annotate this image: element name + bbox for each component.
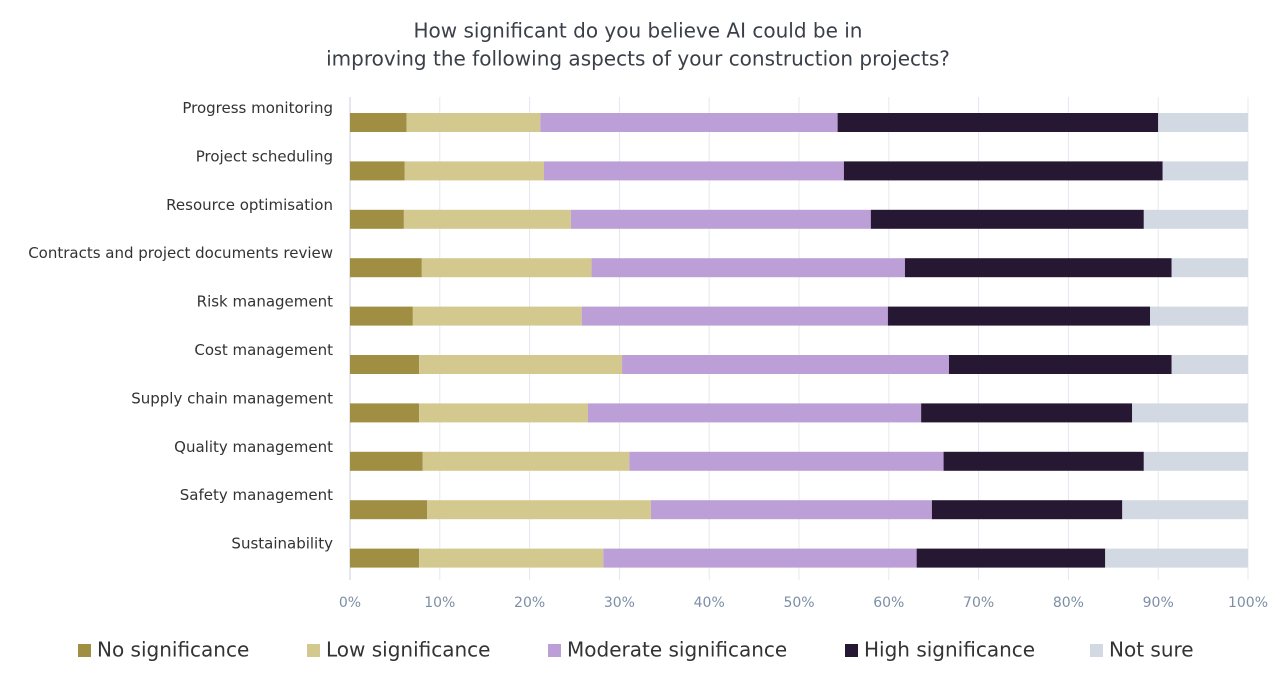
bar-segment [1122,500,1248,520]
bar-segment [406,113,541,132]
bar-segment [412,306,582,326]
bar-segment [350,258,422,278]
x-tick-label: 60% [873,595,904,611]
category-label: Cost management [194,341,333,359]
bar-segment [350,403,420,423]
bar-segment [887,306,1151,326]
category-label: Risk management [197,293,333,311]
legend-swatch [548,644,561,657]
legend-label: Not sure [1109,638,1194,662]
bar-segment [1143,451,1248,471]
bar-segment [843,161,1163,181]
x-tick-label: 80% [1053,595,1084,611]
bar-segment [921,403,1133,423]
bar-segment [587,403,922,423]
category-label: Progress monitoring [182,99,333,117]
bar-segment [350,500,428,520]
x-tick-label: 90% [1143,595,1174,611]
bar-segment [943,451,1144,471]
bar-segment [350,548,420,568]
bar-segment [629,451,944,471]
category-label: Sustainability [231,535,333,553]
legend-swatch [1090,644,1103,657]
bar-segment [543,161,844,181]
bar-segment [650,500,932,520]
bar-segment [1132,403,1248,423]
bar-segment [350,306,413,326]
x-tick-label: 0% [339,595,361,611]
x-tick-label: 10% [424,595,455,611]
x-tick-label: 20% [514,595,545,611]
bar-segment [422,451,630,471]
bar-segment [419,355,623,374]
bar-segment [404,161,544,181]
bar-segment [350,161,405,181]
x-tick-label: 30% [604,595,635,611]
bar-segment [350,209,404,229]
chart-title: How significant do you believe AI could … [414,19,863,43]
category-label: Contracts and project documents review [28,244,333,262]
bar-segment [870,209,1144,229]
legend-label: No significance [97,638,249,662]
bar-segment [931,500,1123,520]
legend-swatch [845,644,858,657]
bar-segment [904,258,1172,278]
bar-segment [540,113,838,132]
bar-segment [421,258,592,278]
category-label: Resource optimisation [166,196,333,214]
bar-segment [1171,258,1248,278]
bar-segment [350,113,407,132]
bar-segment [350,355,420,374]
bar-segment [591,258,905,278]
bar-segment [1158,113,1248,132]
x-tick-label: 100% [1228,595,1268,611]
bar-segment [419,403,588,423]
legend-swatch [307,644,320,657]
bar-segment [1105,548,1248,568]
bar-segment [427,500,651,520]
legend-label: Moderate significance [567,638,787,662]
bar-segment [581,306,888,326]
bar-segment [1171,355,1248,374]
bar-segment [948,355,1172,374]
category-label: Safety management [180,486,333,504]
bar-segment [570,209,871,229]
legend-swatch [78,644,91,657]
legend-label: Low significance [326,638,490,662]
bar-segment [1162,161,1248,181]
x-tick-label: 40% [694,595,725,611]
bar-segment [916,548,1106,568]
bar-segment [622,355,949,374]
bar-segment [403,209,571,229]
bar-segment [419,548,604,568]
category-label: Quality management [174,438,333,456]
bar-segment [1150,306,1248,326]
category-label: Project scheduling [196,147,333,165]
bar-segment [350,451,423,471]
x-tick-label: 70% [963,595,994,611]
chart-title: improving the following aspects of your … [326,47,950,71]
x-tick-label: 50% [783,595,814,611]
bar-segment [1143,209,1248,229]
legend-label: High significance [864,638,1035,662]
bar-segment [603,548,917,568]
category-label: Supply chain management [131,389,333,407]
bar-segment [837,113,1159,132]
